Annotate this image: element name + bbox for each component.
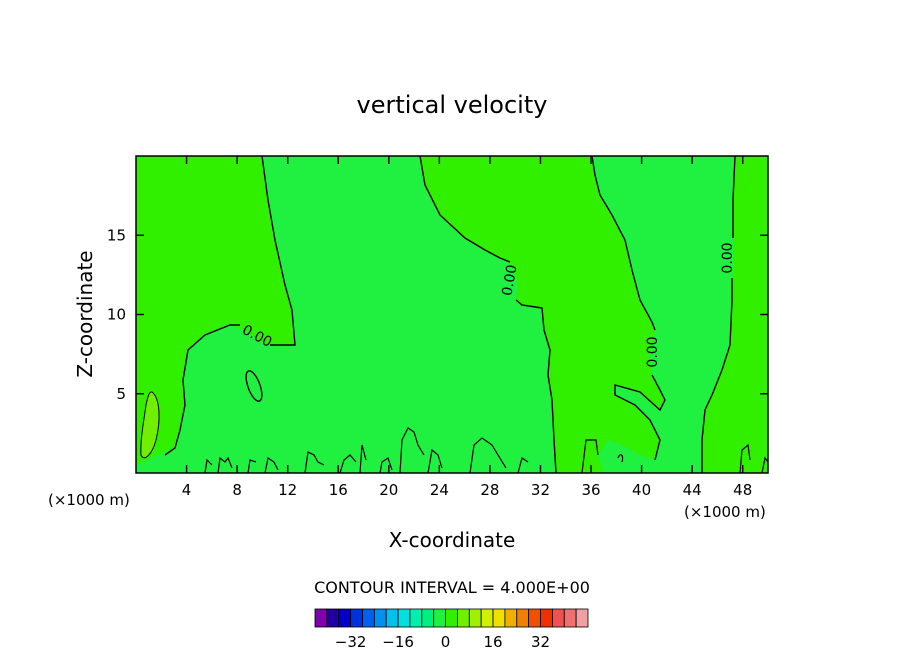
x-tick-label: 32	[531, 481, 550, 499]
contour-line	[419, 156, 557, 473]
colorbar-swatch	[350, 608, 363, 628]
contour-line	[204, 427, 768, 473]
x-tick-label: 8	[232, 481, 242, 499]
colorbar-swatch	[362, 608, 375, 628]
contour-line	[701, 156, 736, 473]
y-tick-label: 5	[116, 385, 126, 403]
negative-region	[592, 156, 735, 473]
x-tick-label: 16	[329, 481, 348, 499]
updraft-core	[140, 391, 160, 458]
negative-region	[246, 370, 262, 402]
x-unit-label-right: (×1000 m)	[684, 503, 766, 521]
contour-line	[591, 156, 666, 461]
x-axis: 4 8 12 16 20 24 28 32 36 40 44 48	[182, 156, 752, 499]
x-tick-label: 48	[733, 481, 752, 499]
colorbar-swatch	[504, 608, 518, 628]
colorbar-swatch	[551, 608, 565, 628]
contour-labels: 0.00 0.00 0.00 0.00	[239, 242, 736, 367]
colorbar-swatch	[338, 608, 352, 628]
colorbar-swatch	[385, 608, 399, 628]
colorbar-swatch	[575, 608, 589, 628]
contour-label: 0.00	[499, 264, 520, 297]
colorbar	[314, 608, 589, 628]
contour-line	[164, 156, 296, 456]
x-tick-label: 24	[430, 481, 449, 499]
colorbar-swatch	[326, 608, 340, 628]
colorbar-tick-label: 0	[441, 633, 451, 651]
colorbar-swatch	[528, 608, 541, 628]
x-tick-label: 4	[182, 481, 192, 499]
x-tick-label: 44	[683, 481, 702, 499]
y-axis: 5 10 15	[107, 226, 768, 403]
x-tick-label: 12	[278, 481, 297, 499]
colorbar-swatch	[433, 608, 446, 628]
contour-line	[245, 370, 263, 402]
colorbar-swatch	[480, 608, 494, 628]
zero-contour-lines	[140, 156, 768, 473]
y-axis-label: Z-coordinate	[73, 250, 97, 377]
x-tick-label: 40	[632, 481, 651, 499]
contour-line	[140, 391, 160, 459]
contour-interval-text: CONTOUR INTERVAL = 4.000E+00	[314, 578, 590, 597]
chart-title: vertical velocity	[357, 91, 548, 119]
colorbar-swatch	[457, 608, 470, 628]
colorbar-swatch	[397, 608, 411, 628]
colorbar-swatch	[540, 608, 553, 628]
contour-field	[136, 156, 768, 473]
colorbar-swatch	[516, 608, 530, 628]
colorbar-swatch	[492, 608, 506, 628]
x-tick-label: 28	[480, 481, 499, 499]
x-unit-label-left: (×1000 m)	[48, 491, 130, 509]
colorbar-swatch	[445, 608, 458, 628]
colorbar-swatch	[468, 608, 482, 628]
colorbar-swatch	[421, 608, 435, 628]
y-tick-label: 10	[107, 306, 126, 324]
contour-label: 0.00	[645, 336, 661, 367]
x-tick-label: 36	[581, 481, 600, 499]
negative-region	[136, 156, 556, 473]
colorbar-swatch	[563, 608, 577, 628]
colorbar-swatch	[373, 608, 387, 628]
colorbar-tick-label: 16	[483, 633, 502, 651]
contour-label: 0.00	[720, 242, 736, 273]
y-tick-label: 15	[107, 226, 126, 244]
colorbar-tick-label: 32	[531, 633, 550, 651]
colorbar-swatch	[314, 608, 328, 628]
colorbar-swatch	[409, 608, 423, 628]
x-axis-label: X-coordinate	[389, 528, 516, 552]
colorbar-tick-label: −32	[335, 633, 367, 651]
colorbar-tick-label: −16	[382, 633, 414, 651]
colorbar-tick-labels: −32 −16 0 16 32	[335, 633, 550, 651]
x-tick-label: 20	[379, 481, 398, 499]
